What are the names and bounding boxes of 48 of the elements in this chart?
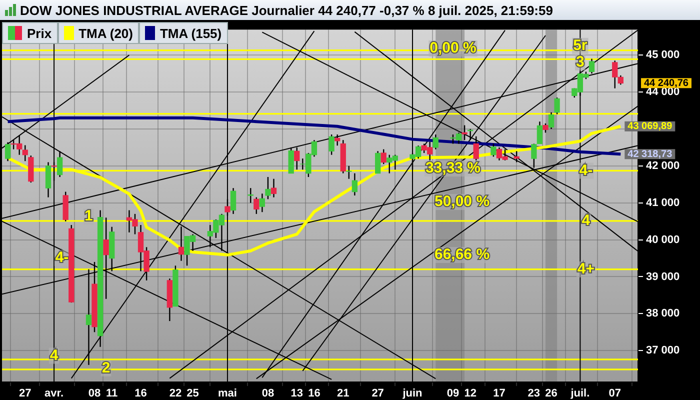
data-label: 42 318,73 — [628, 148, 673, 160]
x-tick-label: juin — [402, 388, 423, 400]
x-tick-label: 27 — [19, 388, 32, 400]
x-tick-label: 22 — [169, 388, 182, 400]
annotation: 4 — [582, 212, 591, 230]
x-tick-label: 09 — [446, 388, 460, 400]
x-tick-label: 25 — [186, 388, 199, 400]
x-tick-label: juil. — [570, 388, 590, 400]
y-tick-label: 37 000 — [646, 344, 680, 357]
text: 44 240,76 — [644, 78, 688, 89]
x-tick-label: 27 — [372, 388, 384, 400]
x-tick-label: 11 — [106, 388, 118, 400]
annotation: 0,00 % — [430, 40, 476, 57]
x-tick-label: 16 — [134, 388, 147, 400]
chart-title: DOW JONES INDUSTRIAL AVERAGE Journalier 44 240,77 -0,37 % 8 juil. 2025, 21:59:59 — [20, 2, 553, 18]
annotation: 4+ — [577, 260, 595, 278]
y-tick-label: 41 000 — [646, 196, 680, 209]
annotation: 3 — [576, 54, 584, 71]
y-tick-label: 42 000 — [646, 160, 680, 172]
annotation: 1 — [84, 208, 93, 225]
x-tick-label: mai — [218, 388, 237, 400]
x-tick-label: 08 — [262, 388, 274, 400]
x-tick-label: 21 — [337, 388, 350, 400]
annotation: 2 — [102, 359, 110, 376]
legend-label: TMA (155) — [160, 26, 222, 40]
annotation: 50,00 % — [434, 193, 490, 210]
x-tick-label: 16 — [308, 388, 320, 400]
x-tick-label: 13 — [290, 388, 303, 400]
y-tick-label: 40 000 — [646, 234, 680, 246]
x-tick-label: 08 — [88, 388, 101, 400]
y-tick-label: 39 000 — [646, 270, 680, 283]
data-label: 43 069,89 — [628, 121, 673, 132]
annotation: 4- — [55, 249, 69, 266]
y-tick-label: 38 000 — [646, 308, 680, 320]
annotation: 5r — [573, 36, 588, 54]
x-tick-label: 12 — [464, 388, 476, 400]
annotation: 4 — [50, 346, 59, 364]
annotation: 33,33 % — [425, 160, 481, 177]
legend-label: TMA (20) — [78, 26, 133, 40]
y-tick-label: 45 000 — [646, 49, 680, 62]
annotation: 4- — [579, 162, 593, 179]
x-tick-label: 26 — [545, 388, 558, 400]
annotation: 66,66 % — [434, 246, 490, 264]
legend-label: Prix — [27, 26, 52, 40]
x-tick-label: 07 — [608, 388, 621, 400]
x-tick-label: 23 — [528, 388, 540, 400]
x-tick-label: avr. — [44, 388, 64, 400]
x-tick-label: 17 — [493, 388, 506, 400]
